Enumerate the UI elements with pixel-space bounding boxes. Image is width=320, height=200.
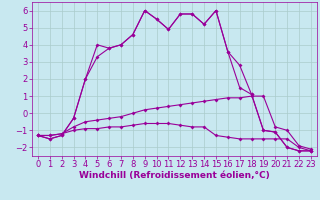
X-axis label: Windchill (Refroidissement éolien,°C): Windchill (Refroidissement éolien,°C) [79, 171, 270, 180]
